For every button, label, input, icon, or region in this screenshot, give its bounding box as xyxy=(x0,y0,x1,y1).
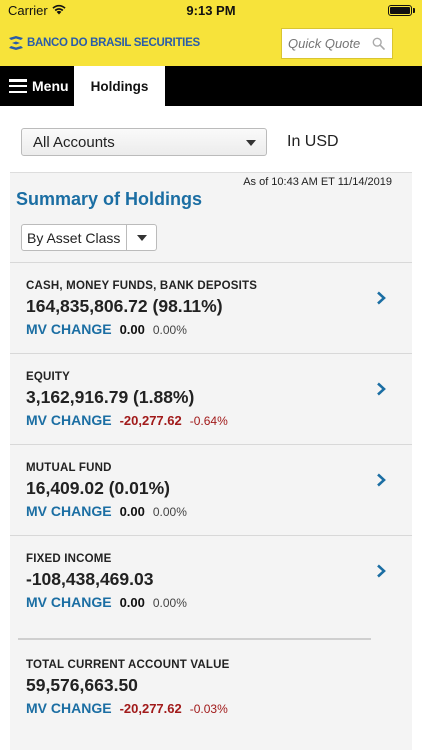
holding-label: CASH, MONEY FUNDS, BANK DEPOSITS xyxy=(26,280,258,292)
mv-change: MV CHANGE 0.00 0.00% xyxy=(26,594,187,610)
mv-change-percent: 0.00% xyxy=(152,596,187,610)
total-value: 59,576,663.50 xyxy=(26,675,138,695)
currency-label: In USD xyxy=(287,133,339,150)
account-select[interactable]: All Accounts xyxy=(21,128,267,156)
holding-row-equity[interactable]: EQUITY 3,162,916.79 (1.88%) MV CHANGE -2… xyxy=(10,353,412,444)
holding-label: EQUITY xyxy=(26,371,71,383)
hamburger-icon xyxy=(9,79,27,93)
mv-change-percent: 0.00% xyxy=(152,505,187,519)
nav-bar: Menu Holdings xyxy=(0,66,422,106)
chevron-right-icon[interactable] xyxy=(376,382,386,396)
holdings-summary-panel: As of 10:43 AM ET 11/14/2019 Summary of … xyxy=(10,172,412,750)
group-by-select[interactable]: By Asset Class xyxy=(21,224,157,251)
total-account-value: TOTAL CURRENT ACCOUNT VALUE 59,576,663.5… xyxy=(10,640,412,750)
status-time: 9:13 PM xyxy=(186,3,236,18)
mv-change-percent: -0.03% xyxy=(189,702,228,716)
mv-change-value: 0.00 xyxy=(119,504,145,519)
holding-label: MUTUAL FUND xyxy=(26,462,112,474)
holding-label: FIXED INCOME xyxy=(26,553,112,565)
chevron-right-icon[interactable] xyxy=(376,291,386,305)
carrier-label: Carrier xyxy=(8,3,48,18)
quick-quote-input[interactable] xyxy=(282,29,366,58)
holding-value: 3,162,916.79 (1.88%) xyxy=(26,387,195,407)
status-bar: Carrier 9:13 PM xyxy=(0,0,422,22)
menu-button[interactable]: Menu xyxy=(0,66,74,106)
holding-value: -108,438,469.03 xyxy=(26,569,154,589)
account-select-value: All Accounts xyxy=(33,133,115,151)
holding-value: 164,835,806.72 (98.11%) xyxy=(26,296,223,316)
menu-label: Menu xyxy=(32,78,69,94)
battery-cap xyxy=(413,8,415,13)
battery-icon xyxy=(388,5,412,16)
total-label: TOTAL CURRENT ACCOUNT VALUE xyxy=(26,659,230,671)
search-icon[interactable] xyxy=(372,37,385,50)
holding-row-cash[interactable]: CASH, MONEY FUNDS, BANK DEPOSITS 164,835… xyxy=(10,262,412,353)
bank-logo-icon xyxy=(9,36,23,50)
mv-change-value: -20,277.62 xyxy=(119,413,182,428)
tab-holdings[interactable]: Holdings xyxy=(74,66,165,106)
holding-value: 16,409.02 (0.01%) xyxy=(26,478,170,498)
mv-change: MV CHANGE 0.00 0.00% xyxy=(26,321,187,337)
mv-change-label: MV CHANGE xyxy=(26,594,112,610)
mv-change: MV CHANGE 0.00 0.00% xyxy=(26,503,187,519)
mv-change-label: MV CHANGE xyxy=(26,321,112,337)
chevron-right-icon[interactable] xyxy=(376,473,386,487)
mv-change-label: MV CHANGE xyxy=(26,503,112,519)
chevron-right-icon[interactable] xyxy=(376,564,386,578)
summary-title: Summary of Holdings xyxy=(16,189,203,209)
total-divider xyxy=(18,638,371,640)
mv-change-label: MV CHANGE xyxy=(26,700,112,716)
dropdown-button[interactable] xyxy=(126,225,156,250)
as-of-timestamp: As of 10:43 AM ET 11/14/2019 xyxy=(243,176,392,188)
group-by-value: By Asset Class xyxy=(27,229,121,246)
total-mv-change: MV CHANGE -20,277.62 -0.03% xyxy=(26,700,228,716)
chevron-down-icon xyxy=(137,235,147,241)
brand-logo[interactable]: BANCO DO BRASIL SECURITIES xyxy=(8,36,200,50)
mv-change: MV CHANGE -20,277.62 -0.64% xyxy=(26,412,228,428)
mv-change-value: -20,277.62 xyxy=(119,701,182,716)
quick-quote-box[interactable] xyxy=(281,28,393,59)
chevron-down-icon xyxy=(246,140,256,146)
mv-change-percent: 0.00% xyxy=(152,323,187,337)
holding-row-mutual-fund[interactable]: MUTUAL FUND 16,409.02 (0.01%) MV CHANGE … xyxy=(10,444,412,535)
app-header: BANCO DO BRASIL SECURITIES xyxy=(0,22,422,66)
holdings-list: CASH, MONEY FUNDS, BANK DEPOSITS 164,835… xyxy=(10,262,412,626)
wifi-icon xyxy=(52,4,66,15)
brand-name: BANCO DO BRASIL SECURITIES xyxy=(27,37,200,49)
mv-change-label: MV CHANGE xyxy=(26,412,112,428)
mv-change-percent: -0.64% xyxy=(189,414,228,428)
mv-change-value: 0.00 xyxy=(119,322,145,337)
mv-change-value: 0.00 xyxy=(119,595,145,610)
holding-row-fixed-income[interactable]: FIXED INCOME -108,438,469.03 MV CHANGE 0… xyxy=(10,535,412,626)
